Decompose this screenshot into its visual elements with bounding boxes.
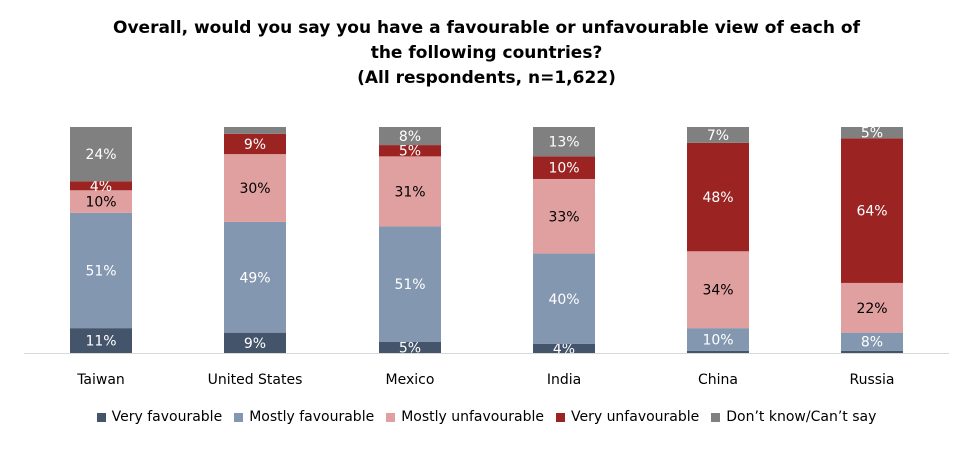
chart-title-line-3: (All respondents, n=1,622) xyxy=(357,68,616,88)
data-label-mexico-mostly-favourable: 51% xyxy=(394,277,425,293)
legend-label-don-t-know-can-t-say: Don’t know/Can’t say xyxy=(726,409,877,425)
data-label-russia-very-unfavourable: 64% xyxy=(856,204,887,220)
legend-swatch-don-t-know-can-t-say xyxy=(711,412,721,422)
chart-title-line-1: Overall, would you say you have a favour… xyxy=(113,18,860,38)
bar-segment-united-states-mostly-unfavourable xyxy=(224,154,286,222)
data-label-mexico-mostly-unfavourable: 31% xyxy=(394,184,425,200)
bar-segment-china-mostly-favourable xyxy=(687,328,749,351)
bar-segment-mexico-very-unfavourable xyxy=(379,145,441,157)
category-label-russia: Russia xyxy=(849,372,894,388)
category-label-china: China xyxy=(698,372,738,388)
legend-item-don-t-know-can-t-say: Don’t know/Can’t say xyxy=(711,409,876,425)
data-label-india-don-t-know-can-t-say: 13% xyxy=(548,135,579,151)
data-label-india-very-unfavourable: 10% xyxy=(548,161,579,177)
bar-segment-russia-don-t-know-can-t-say xyxy=(841,127,903,139)
legend-swatch-mostly-favourable xyxy=(234,412,244,422)
data-label-united-states-mostly-unfavourable: 30% xyxy=(239,181,270,197)
data-label-china-don-t-know-can-t-say: 7% xyxy=(707,128,729,144)
data-label-united-states-mostly-favourable: 49% xyxy=(239,270,270,286)
data-label-taiwan-very-favourable: 11% xyxy=(85,334,116,350)
data-label-russia-mostly-unfavourable: 22% xyxy=(856,301,887,317)
legend-label-mostly-favourable: Mostly favourable xyxy=(249,409,375,425)
bar-segment-china-very-favourable xyxy=(687,350,749,353)
bar-segment-russia-very-favourable xyxy=(841,350,903,353)
legend-swatch-very-favourable xyxy=(96,412,106,422)
legend-swatch-mostly-unfavourable xyxy=(386,412,396,422)
bar-segment-taiwan-very-unfavourable xyxy=(70,181,132,191)
bar-segment-united-states-don-t-know-can-t-say xyxy=(224,127,286,134)
category-label-united-states: United States xyxy=(208,372,303,388)
legend-item-very-unfavourable: Very unfavourable xyxy=(555,409,700,425)
bar-segment-india-mostly-unfavourable xyxy=(533,178,595,254)
data-label-mexico-very-unfavourable: 5% xyxy=(399,144,421,160)
legend-swatch-very-unfavourable xyxy=(555,412,565,422)
data-label-mexico-very-favourable: 5% xyxy=(399,340,421,356)
bar-segment-china-mostly-unfavourable xyxy=(687,251,749,329)
legend-label-very-favourable: Very favourable xyxy=(111,409,223,425)
bar-segment-india-don-t-know-can-t-say xyxy=(533,127,595,157)
bar-segment-taiwan-mostly-favourable xyxy=(70,212,132,329)
bar-segment-india-mostly-favourable xyxy=(533,253,595,344)
bar-segment-china-very-unfavourable xyxy=(687,142,749,252)
legend-label-very-unfavourable: Very unfavourable xyxy=(570,409,700,425)
bar-segment-mexico-mostly-unfavourable xyxy=(379,156,441,227)
bar-segment-russia-mostly-unfavourable xyxy=(841,282,903,333)
category-label-taiwan: Taiwan xyxy=(76,372,125,388)
data-label-taiwan-mostly-unfavourable: 10% xyxy=(85,195,116,211)
bar-segment-mexico-mostly-favourable xyxy=(379,226,441,342)
data-label-united-states-very-favourable: 9% xyxy=(244,336,266,352)
data-label-russia-don-t-know-can-t-say: 5% xyxy=(861,126,883,142)
category-label-mexico: Mexico xyxy=(386,372,435,388)
bar-segment-india-very-favourable xyxy=(533,343,595,353)
data-label-india-mostly-favourable: 40% xyxy=(548,292,579,308)
bar-segment-united-states-very-favourable xyxy=(224,332,286,353)
chart-title: Overall, would you say you have a favour… xyxy=(0,16,973,91)
bar-segment-united-states-mostly-favourable xyxy=(224,221,286,333)
category-label-india: India xyxy=(547,372,581,388)
data-label-taiwan-mostly-favourable: 51% xyxy=(85,264,116,280)
bar-segment-mexico-don-t-know-can-t-say xyxy=(379,127,441,146)
data-label-taiwan-don-t-know-can-t-say: 24% xyxy=(85,147,116,163)
data-label-taiwan-very-unfavourable: 4% xyxy=(90,179,112,195)
chart-legend: Very favourable Mostly favourable Mostly u… xyxy=(0,409,973,425)
bar-segment-india-very-unfavourable xyxy=(533,156,595,179)
data-label-china-very-unfavourable: 48% xyxy=(702,190,733,206)
bar-segment-russia-mostly-favourable xyxy=(841,332,903,351)
data-label-china-mostly-favourable: 10% xyxy=(702,332,733,348)
bar-segment-mexico-very-favourable xyxy=(379,341,441,353)
bar-segment-taiwan-mostly-unfavourable xyxy=(70,190,132,213)
legend-label-mostly-unfavourable: Mostly unfavourable xyxy=(401,409,544,425)
data-label-mexico-don-t-know-can-t-say: 8% xyxy=(399,129,421,145)
data-label-india-mostly-unfavourable: 33% xyxy=(548,209,579,225)
legend-item-mostly-unfavourable: Mostly unfavourable xyxy=(386,409,544,425)
bar-segment-taiwan-don-t-know-can-t-say xyxy=(70,127,132,182)
data-label-united-states-very-unfavourable: 9% xyxy=(244,137,266,153)
legend-item-very-favourable: Very favourable xyxy=(96,409,223,425)
bar-segment-taiwan-very-favourable xyxy=(70,328,132,353)
bar-segment-russia-very-unfavourable xyxy=(841,138,903,283)
bar-segment-china-don-t-know-can-t-say xyxy=(687,127,749,143)
legend-item-mostly-favourable: Mostly favourable xyxy=(234,409,374,425)
bar-segment-united-states-very-unfavourable xyxy=(224,133,286,155)
data-label-china-mostly-unfavourable: 34% xyxy=(702,283,733,299)
chart-title-line-2: the following countries? xyxy=(370,43,603,63)
data-label-russia-mostly-favourable: 8% xyxy=(861,335,883,351)
